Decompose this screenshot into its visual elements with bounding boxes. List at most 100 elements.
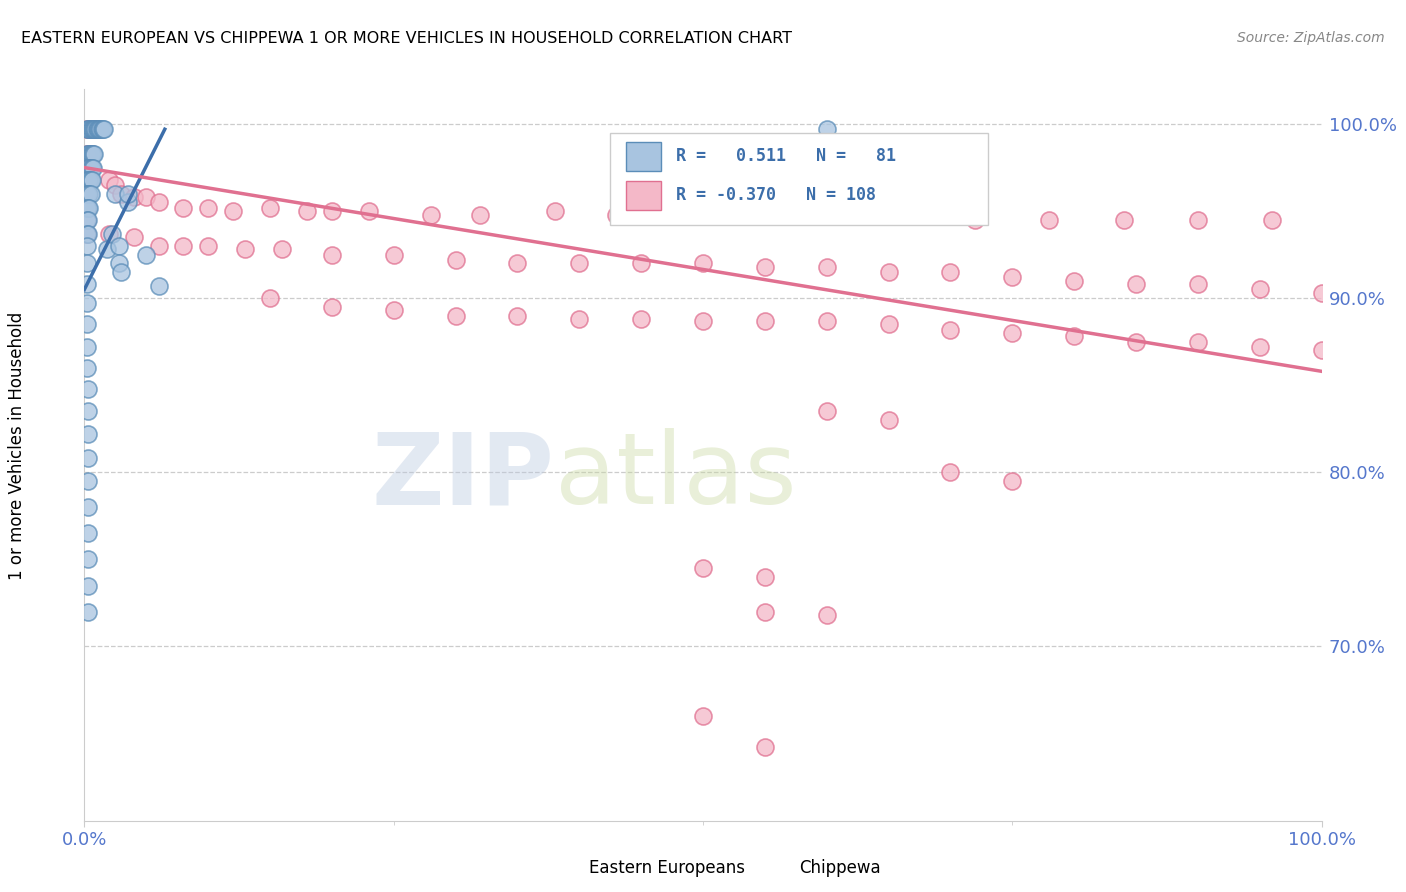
Point [890, 208, 912, 222]
Point [692, 561, 714, 575]
Point [1187, 212, 1209, 227]
Point [543, 204, 565, 219]
Point [76, 201, 98, 215]
Point [321, 247, 343, 261]
Point [80, 173, 103, 187]
Point [79, 161, 101, 175]
Point [79, 122, 101, 136]
Bar [765, 862, 792, 875]
Point [259, 291, 281, 305]
Point [197, 201, 219, 215]
Point [568, 256, 591, 270]
Point [76, 201, 98, 215]
Point [754, 314, 776, 328]
Point [939, 265, 962, 279]
Point [79, 146, 101, 161]
Point [877, 318, 900, 332]
Point [754, 740, 776, 755]
Point [76, 146, 98, 161]
Point [1187, 334, 1209, 349]
Point [91, 122, 114, 136]
Point [1125, 277, 1147, 292]
Point [76, 173, 98, 187]
Text: Eastern Europeans: Eastern Europeans [589, 859, 745, 877]
Point [83, 122, 105, 136]
Point [1063, 274, 1085, 288]
Point [1001, 270, 1024, 285]
Point [77, 605, 100, 619]
Point [117, 186, 139, 201]
Point [79, 173, 101, 187]
Point [692, 256, 714, 270]
Point [77, 427, 100, 442]
Point [172, 239, 194, 253]
Point [86, 122, 108, 136]
Point [419, 208, 441, 222]
Point [754, 605, 776, 619]
Point [815, 404, 838, 418]
Point [77, 552, 100, 566]
Point [77, 146, 100, 161]
Point [87, 122, 110, 136]
Point [77, 201, 100, 215]
Point [754, 260, 776, 274]
Point [1310, 285, 1333, 300]
Point [77, 173, 100, 187]
Point [80, 122, 103, 136]
Point [382, 303, 405, 318]
Point [630, 312, 652, 326]
Point [98, 173, 121, 187]
Point [76, 212, 98, 227]
Point [259, 201, 281, 215]
Point [233, 243, 256, 257]
Point [80, 122, 103, 136]
Point [122, 230, 145, 244]
Point [77, 161, 100, 175]
Point [84, 122, 107, 136]
Point [80, 146, 103, 161]
Point [76, 318, 98, 332]
Point [295, 204, 318, 219]
Point [108, 239, 131, 253]
Point [877, 413, 900, 427]
Point [77, 451, 100, 466]
Point [1112, 212, 1135, 227]
Point [76, 256, 98, 270]
Point [444, 309, 467, 323]
Point [82, 122, 104, 136]
Point [77, 161, 100, 175]
Point [83, 122, 105, 136]
Point [76, 227, 98, 241]
Point [77, 212, 100, 227]
Point [815, 314, 838, 328]
Point [506, 256, 529, 270]
Point [692, 709, 714, 723]
Point [79, 186, 101, 201]
Point [939, 322, 962, 336]
Point [79, 186, 101, 201]
Point [77, 474, 100, 488]
Text: Chippewa: Chippewa [800, 859, 882, 877]
Point [76, 212, 98, 227]
Point [79, 146, 101, 161]
Point [117, 195, 139, 210]
Point [77, 227, 100, 241]
Point [90, 122, 112, 136]
Point [76, 122, 98, 136]
Point [76, 296, 98, 310]
Point [76, 161, 98, 175]
Point [148, 279, 170, 293]
Point [77, 500, 100, 515]
Point [815, 260, 838, 274]
Bar [626, 142, 661, 171]
Text: atlas: atlas [554, 428, 796, 525]
Point [87, 122, 110, 136]
Point [76, 173, 98, 187]
Point [76, 186, 98, 201]
Bar [554, 862, 582, 875]
Point [82, 122, 104, 136]
Point [76, 161, 98, 175]
Point [77, 186, 100, 201]
Point [1001, 474, 1024, 488]
Point [122, 190, 145, 204]
